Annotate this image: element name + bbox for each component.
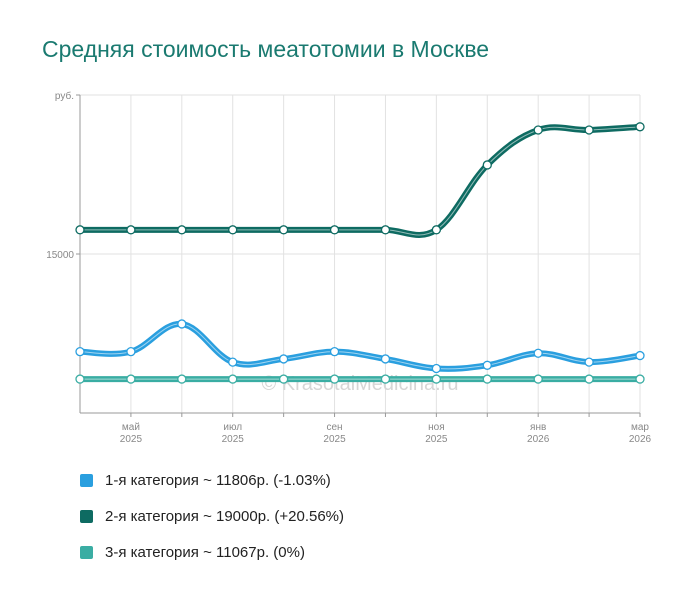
data-point-1-7 <box>380 354 391 364</box>
data-point-2-2 <box>126 225 136 235</box>
data-point-3-8 <box>431 374 442 384</box>
data-point-3-1 <box>75 374 85 384</box>
legend-label-cat2: 2-я категория ~ 19000р. (+20.56%) <box>105 507 345 525</box>
series-line-2 <box>77 123 643 238</box>
series-line-1 <box>77 320 643 372</box>
x-tick-label-month: янв <box>530 422 546 433</box>
data-point-2-8 <box>431 225 442 235</box>
data-point-3-5 <box>278 374 289 384</box>
legend-swatch-cat2 <box>80 509 93 523</box>
series-3 <box>75 374 645 384</box>
data-point-1-12 <box>635 350 645 361</box>
data-point-1-1 <box>75 347 85 357</box>
legend-label-cat1: 1-я категория ~ 11806р. (-1.03%) <box>105 471 331 489</box>
data-point-3-11 <box>584 374 594 384</box>
data-point-3-3 <box>177 374 187 384</box>
legend-swatch-cat3 <box>80 545 93 559</box>
data-point-1-6 <box>329 347 340 357</box>
data-point-2-3 <box>177 225 187 235</box>
data-point-2-4 <box>228 225 238 235</box>
x-tick-label-year: 2026 <box>527 434 550 445</box>
legend: 1-я категория ~ 11806р. (-1.03%) 2-я кат… <box>80 462 344 570</box>
x-tick-label-year: 2026 <box>629 434 652 445</box>
data-point-3-4 <box>228 374 238 384</box>
y-tick-label: 15000 <box>46 250 74 261</box>
data-point-3-2 <box>126 374 136 384</box>
data-point-2-9 <box>482 160 492 170</box>
x-tick-label-month: май <box>122 422 140 433</box>
legend-item-cat3[interactable]: 3-я категория ~ 11067р. (0%) <box>80 534 344 570</box>
data-point-2-7 <box>380 225 391 235</box>
x-tick-label-year: 2025 <box>323 434 346 445</box>
legend-swatch-cat1 <box>80 473 93 487</box>
x-tick-label-month: сен <box>326 422 342 433</box>
data-point-3-7 <box>380 374 391 384</box>
data-point-2-10 <box>533 125 543 135</box>
data-point-1-4 <box>228 357 238 367</box>
data-point-2-11 <box>584 125 594 135</box>
legend-item-cat1[interactable]: 1-я категория ~ 11806р. (-1.03%) <box>80 462 344 498</box>
series-1 <box>75 319 645 374</box>
data-point-1-3 <box>177 319 187 329</box>
x-tick-label-month: июл <box>223 422 242 433</box>
data-point-2-6 <box>329 225 340 235</box>
data-point-3-10 <box>533 374 543 384</box>
x-tick-label-month: ноя <box>428 422 445 433</box>
x-tick-label-year: 2025 <box>120 434 143 445</box>
y-axis-label: руб. <box>55 90 74 102</box>
x-tick-label-month: мар <box>631 422 649 433</box>
x-tick-label-year: 2025 <box>425 434 448 445</box>
series-line-highlight-2 <box>79 126 641 236</box>
data-point-2-12 <box>635 122 645 132</box>
data-point-2-1 <box>75 225 85 235</box>
data-point-3-9 <box>482 374 492 384</box>
data-point-3-6 <box>329 374 340 384</box>
legend-label-cat3: 3-я категория ~ 11067р. (0%) <box>105 543 305 561</box>
data-point-1-2 <box>126 347 136 357</box>
series-2 <box>75 122 645 238</box>
data-point-1-11 <box>584 357 594 367</box>
chart-title: Средняя стоимость меатотомии в Москве <box>42 36 490 62</box>
data-point-2-5 <box>278 225 289 235</box>
data-point-1-9 <box>482 360 492 370</box>
data-point-1-5 <box>278 354 289 364</box>
data-point-1-10 <box>533 348 543 358</box>
legend-item-cat2[interactable]: 2-я категория ~ 19000р. (+20.56%) <box>80 498 344 534</box>
x-tick-label-year: 2025 <box>222 434 245 445</box>
data-point-1-8 <box>431 363 442 374</box>
data-point-3-12 <box>635 374 645 384</box>
